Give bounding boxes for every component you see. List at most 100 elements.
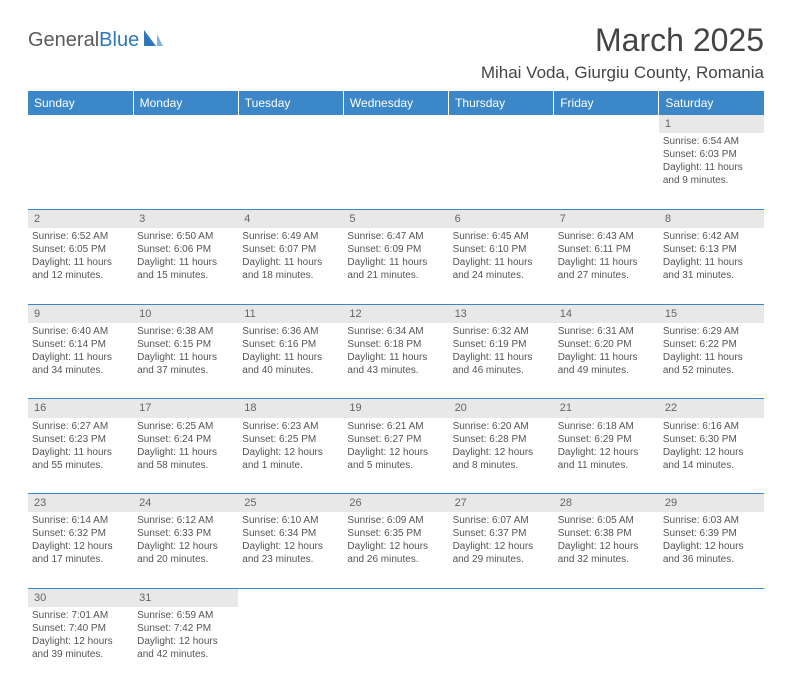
weekday-header: Saturday <box>659 91 764 115</box>
sunset-text: Sunset: 6:11 PM <box>558 243 655 256</box>
daylight-text: and 26 minutes. <box>347 553 444 566</box>
sunset-text: Sunset: 6:09 PM <box>347 243 444 256</box>
day-number-cell: 25 <box>238 494 343 513</box>
logo-text-blue: Blue <box>99 29 139 52</box>
sunset-text: Sunset: 6:34 PM <box>242 527 339 540</box>
daylight-text: Daylight: 11 hours <box>663 161 760 174</box>
day-number-cell <box>28 115 133 133</box>
sunrise-text: Sunrise: 6:20 AM <box>453 420 550 433</box>
day-number-cell: 10 <box>133 304 238 323</box>
day-cell: Sunrise: 6:32 AMSunset: 6:19 PMDaylight:… <box>449 323 554 399</box>
day-number-cell: 3 <box>133 209 238 228</box>
sunset-text: Sunset: 6:27 PM <box>347 433 444 446</box>
sunrise-text: Sunrise: 6:05 AM <box>558 514 655 527</box>
calendar-table: SundayMondayTuesdayWednesdayThursdayFrid… <box>28 91 764 683</box>
sunset-text: Sunset: 6:15 PM <box>137 338 234 351</box>
sunset-text: Sunset: 6:18 PM <box>347 338 444 351</box>
weekday-header: Monday <box>133 91 238 115</box>
sunset-text: Sunset: 6:24 PM <box>137 433 234 446</box>
daylight-text: and 24 minutes. <box>453 269 550 282</box>
sunset-text: Sunset: 6:22 PM <box>663 338 760 351</box>
daylight-text: and 39 minutes. <box>32 648 129 661</box>
day-number-cell: 18 <box>238 399 343 418</box>
day-number-cell: 15 <box>659 304 764 323</box>
daylight-text: and 18 minutes. <box>242 269 339 282</box>
sunrise-text: Sunrise: 6:34 AM <box>347 325 444 338</box>
day-number-cell: 5 <box>343 209 448 228</box>
day-number-cell <box>554 115 659 133</box>
daylight-text: Daylight: 12 hours <box>137 635 234 648</box>
day-number-cell <box>449 115 554 133</box>
day-number-cell: 1 <box>659 115 764 133</box>
weekday-header: Wednesday <box>343 91 448 115</box>
day-cell: Sunrise: 6:38 AMSunset: 6:15 PMDaylight:… <box>133 323 238 399</box>
sunrise-text: Sunrise: 6:54 AM <box>663 135 760 148</box>
day-cell <box>449 607 554 683</box>
sunset-text: Sunset: 6:06 PM <box>137 243 234 256</box>
daylight-text: Daylight: 12 hours <box>663 446 760 459</box>
day-cell: Sunrise: 6:27 AMSunset: 6:23 PMDaylight:… <box>28 418 133 494</box>
daylight-text: and 49 minutes. <box>558 364 655 377</box>
day-number-cell: 17 <box>133 399 238 418</box>
sunrise-text: Sunrise: 6:29 AM <box>663 325 760 338</box>
daylight-text: Daylight: 12 hours <box>558 446 655 459</box>
daylight-text: Daylight: 11 hours <box>347 256 444 269</box>
sunset-text: Sunset: 6:29 PM <box>558 433 655 446</box>
day-cell: Sunrise: 6:05 AMSunset: 6:38 PMDaylight:… <box>554 512 659 588</box>
day-cell <box>554 607 659 683</box>
sunrise-text: Sunrise: 6:32 AM <box>453 325 550 338</box>
day-cell: Sunrise: 6:16 AMSunset: 6:30 PMDaylight:… <box>659 418 764 494</box>
day-number-cell: 26 <box>343 494 448 513</box>
sunrise-text: Sunrise: 6:43 AM <box>558 230 655 243</box>
day-number-row: 1 <box>28 115 764 133</box>
sunrise-text: Sunrise: 6:38 AM <box>137 325 234 338</box>
day-number-cell <box>238 115 343 133</box>
sunrise-text: Sunrise: 7:01 AM <box>32 609 129 622</box>
day-cell <box>133 133 238 209</box>
day-number-cell: 2 <box>28 209 133 228</box>
day-cell <box>28 133 133 209</box>
day-number-row: 9101112131415 <box>28 304 764 323</box>
day-number-cell <box>343 588 448 607</box>
daylight-text: and 11 minutes. <box>558 459 655 472</box>
day-cell: Sunrise: 6:31 AMSunset: 6:20 PMDaylight:… <box>554 323 659 399</box>
sunset-text: Sunset: 6:19 PM <box>453 338 550 351</box>
day-content-row: Sunrise: 6:27 AMSunset: 6:23 PMDaylight:… <box>28 418 764 494</box>
sunrise-text: Sunrise: 6:09 AM <box>347 514 444 527</box>
day-cell <box>238 133 343 209</box>
sunrise-text: Sunrise: 6:59 AM <box>137 609 234 622</box>
daylight-text: Daylight: 11 hours <box>137 446 234 459</box>
sunrise-text: Sunrise: 6:25 AM <box>137 420 234 433</box>
day-number-cell: 14 <box>554 304 659 323</box>
day-cell <box>659 607 764 683</box>
daylight-text: Daylight: 12 hours <box>242 540 339 553</box>
daylight-text: Daylight: 12 hours <box>137 540 234 553</box>
day-number-cell: 13 <box>449 304 554 323</box>
daylight-text: and 5 minutes. <box>347 459 444 472</box>
daylight-text: Daylight: 11 hours <box>242 351 339 364</box>
daylight-text: Daylight: 12 hours <box>347 446 444 459</box>
day-number-cell <box>343 115 448 133</box>
daylight-text: Daylight: 12 hours <box>32 540 129 553</box>
day-number-cell: 28 <box>554 494 659 513</box>
daylight-text: Daylight: 12 hours <box>558 540 655 553</box>
day-cell: Sunrise: 6:34 AMSunset: 6:18 PMDaylight:… <box>343 323 448 399</box>
day-cell <box>343 133 448 209</box>
day-number-cell <box>659 588 764 607</box>
daylight-text: Daylight: 11 hours <box>32 351 129 364</box>
sunrise-text: Sunrise: 6:27 AM <box>32 420 129 433</box>
daylight-text: and 43 minutes. <box>347 364 444 377</box>
day-number-cell: 21 <box>554 399 659 418</box>
daylight-text: Daylight: 11 hours <box>347 351 444 364</box>
day-number-cell <box>238 588 343 607</box>
day-cell: Sunrise: 6:42 AMSunset: 6:13 PMDaylight:… <box>659 228 764 304</box>
sunrise-text: Sunrise: 6:12 AM <box>137 514 234 527</box>
day-number-cell: 11 <box>238 304 343 323</box>
daylight-text: Daylight: 11 hours <box>558 351 655 364</box>
sail-icon <box>142 28 164 53</box>
title-block: March 2025 Mihai Voda, Giurgiu County, R… <box>481 22 764 83</box>
day-cell <box>343 607 448 683</box>
day-number-row: 23242526272829 <box>28 494 764 513</box>
calendar-body: 1Sunrise: 6:54 AMSunset: 6:03 PMDaylight… <box>28 115 764 683</box>
day-number-cell: 4 <box>238 209 343 228</box>
